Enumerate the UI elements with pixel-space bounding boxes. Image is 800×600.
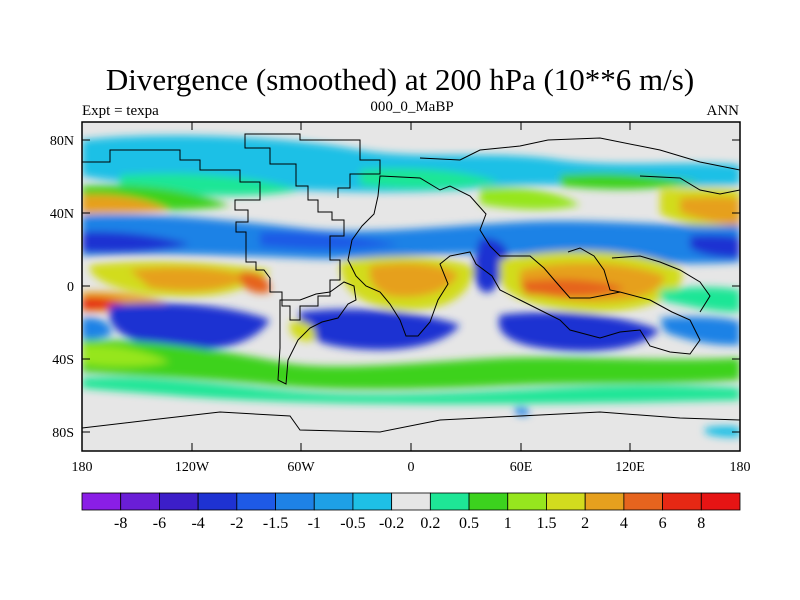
experiment-label: Expt = texpa [82,103,159,119]
x-tick-label: 120E [615,460,645,475]
x-tick-label: 60E [510,460,533,475]
colorbar-label: -0.5 [340,515,365,532]
colorbar-label: 6 [659,515,667,532]
x-tick-label: 180 [72,460,93,475]
colorbar-label: 1.5 [536,515,556,532]
colorbar-label: 4 [620,515,628,532]
coastlines [82,133,740,433]
colorbar-label: -1 [308,515,321,532]
colorbar-swatch [429,492,470,511]
colorbar-swatch [507,492,547,511]
x-tick-label: 180 [730,460,751,475]
colorbar-label: 1 [504,515,512,532]
x-tick-label: 120W [175,460,210,475]
period-label: 000_0_MaBP [370,99,454,115]
colorbar-label: 0.2 [420,515,440,532]
plot-title: Divergence (smoothed) at 200 hPa (10**6 … [105,62,695,97]
colorbar-label: 0.5 [459,515,479,532]
colorbar-swatch [275,492,315,511]
colorbar-swatch [81,492,122,511]
colorbar-swatch [468,492,509,511]
y-tick-label: 40S [52,353,74,368]
y-tick-label: 80S [52,426,74,441]
colorbar-swatch [700,492,741,511]
colorbar-swatch [391,492,431,511]
y-axis-ticks [82,139,740,433]
colorbar-label: -8 [114,515,127,532]
x-axis-ticks [81,122,741,451]
colorbar-label: -6 [153,515,166,532]
season-label: ANN [706,103,740,119]
colorbar-label: -1.5 [263,515,288,532]
x-tick-label: 0 [408,460,415,475]
colorbar-labels: -8 -6 -4 -2 -1.5 -1 -0.5 -0.2 0.2 0.5 1 1.5 2 4 6 8 [114,515,705,532]
colorbar-swatch [159,492,199,511]
colorbar-label: -0.2 [379,515,404,532]
y-tick-label: 40N [50,207,74,222]
colorbar-label: -4 [191,515,204,532]
y-tick-label: 80N [50,134,74,149]
colorbar-swatch [120,492,160,511]
colorbar-swatch [236,492,276,511]
colorbar-swatch [313,492,354,511]
colorbar-swatch [662,492,702,511]
colorbar-swatch [197,492,238,511]
colorbar-label: 2 [581,515,589,532]
x-tick-label: 60W [287,460,315,475]
colorbar-swatch [352,492,393,511]
colorbar [81,492,741,511]
colorbar-swatch [623,492,663,511]
colorbar-label: 8 [697,515,705,532]
colorbar-swatch [546,492,586,511]
colorbar-swatch [584,492,625,511]
divergence-field [82,122,740,451]
colorbar-label: -2 [230,515,243,532]
y-tick-label: 0 [67,280,74,295]
